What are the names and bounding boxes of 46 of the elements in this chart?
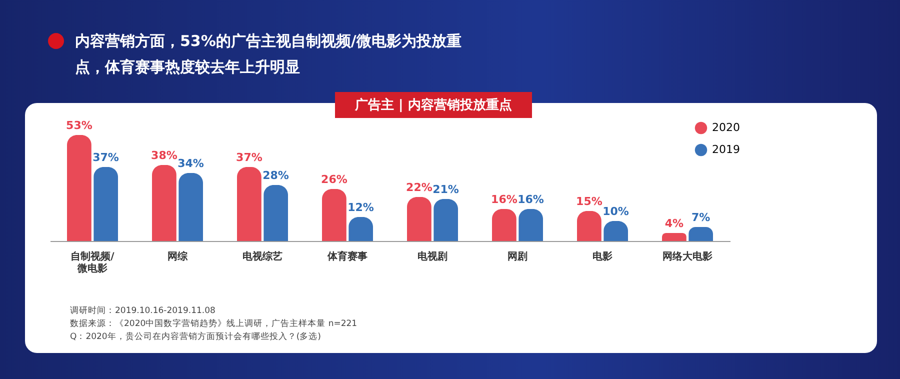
text: 调研时间：2019.10.16-2019.11.08 xyxy=(70,305,216,318)
data-label: 21% xyxy=(432,183,459,196)
data-label: 22% xyxy=(406,181,432,194)
bar xyxy=(492,209,516,241)
bar xyxy=(434,199,458,241)
bar xyxy=(264,185,288,241)
legend-label: 2020 xyxy=(712,121,740,134)
data-label: 37% xyxy=(236,151,262,164)
bar xyxy=(322,189,346,241)
x-tick-label: 网络大电影 xyxy=(662,250,712,262)
data-label: 15% xyxy=(576,195,602,208)
data-label: 38% xyxy=(151,149,178,162)
chart-title: 内容营销方面，53%的广告主视自制视频/微电影为投放重点，体育赛事热度较去年上升明显 xyxy=(74,31,462,78)
data-label: 16% xyxy=(518,193,544,206)
bar xyxy=(67,135,92,241)
x-tick-label: 电影 xyxy=(592,250,612,262)
data-label: 4% xyxy=(664,217,684,230)
data-label: 26% xyxy=(321,173,348,186)
bar xyxy=(348,217,373,241)
text: Q：2020年，贵公司在内容营销方面预计会有哪些投入？(多选) xyxy=(70,331,322,344)
x-tick-label: 网剧 xyxy=(508,250,528,262)
bar xyxy=(577,211,602,241)
bar xyxy=(407,197,432,241)
data-label: 28% xyxy=(262,169,289,182)
bar xyxy=(518,209,543,241)
data-label: 16% xyxy=(491,193,518,206)
x-tick-label: 电视综艺 xyxy=(242,250,282,262)
data-label: 12% xyxy=(348,201,374,214)
data-label: 7% xyxy=(691,211,710,224)
data-label: 34% xyxy=(178,157,204,170)
data-label: 53% xyxy=(66,119,92,132)
bar xyxy=(237,167,262,241)
bar xyxy=(94,167,118,241)
bar xyxy=(152,165,176,241)
data-label: 37% xyxy=(92,151,119,164)
x-tick-label: 体育赛事 xyxy=(326,250,368,262)
bar xyxy=(688,227,713,241)
x-tick-label: 自制视频/微电影 xyxy=(70,250,115,274)
bar xyxy=(178,173,203,241)
chart-subtitle: 广告主 | 内容营销投放重点 xyxy=(335,92,532,118)
data-label: 10% xyxy=(602,205,629,218)
x-tick-label: 电视剧 xyxy=(418,250,448,262)
legend-label: 2019 xyxy=(712,143,740,156)
source-note: 数据来源：《2020中国数字营销趋势》线上调研，广告主样本量 n=221 xyxy=(70,318,358,331)
bar xyxy=(662,233,686,241)
x-tick-label: 网综 xyxy=(168,250,188,262)
